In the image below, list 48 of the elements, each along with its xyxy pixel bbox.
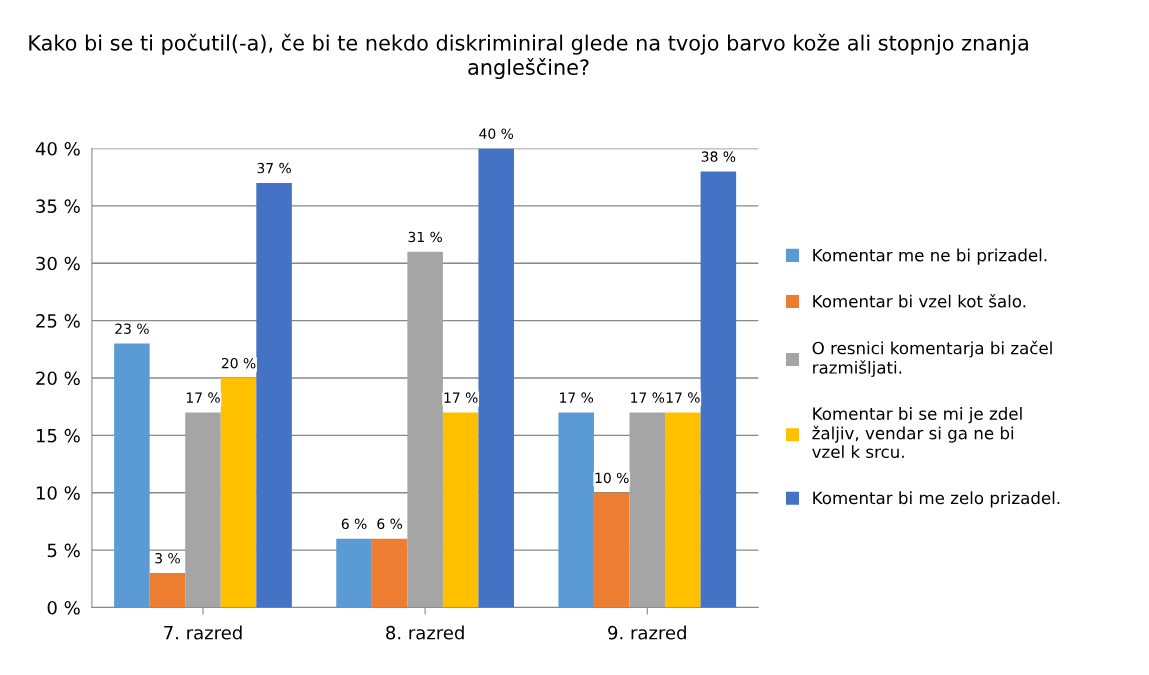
x-tick-label: 7. razred	[164, 625, 242, 640]
bar	[371, 538, 408, 608]
y-tick-label: 40 %	[35, 141, 80, 156]
y-tick-label: 15 %	[36, 428, 80, 443]
legend-label: Komentar bi se mi je zdel žaljiv, vendar si ga ne bi vzel k srcu.	[812, 407, 1022, 459]
bar	[185, 412, 221, 608]
bar	[407, 251, 443, 608]
data-label: 17 %	[560, 392, 594, 403]
y-tick-label: 10 %	[36, 486, 80, 500]
y-tick-label: 5 %	[47, 543, 80, 558]
data-label: 17 %	[666, 392, 700, 403]
bar	[256, 182, 292, 608]
data-label: 23 %	[115, 323, 149, 334]
legend-label: Komentar bi vzel kot šalo.	[813, 294, 1026, 308]
y-tick-label: 0 %	[47, 600, 80, 615]
data-label: 17 %	[186, 392, 220, 403]
bar	[114, 343, 150, 608]
x-tick-label: 9. razred	[608, 625, 686, 640]
bar	[336, 538, 372, 608]
bar	[700, 171, 737, 608]
data-label: 20 %	[221, 357, 256, 369]
bar	[478, 148, 514, 608]
legend-label: O resnici komentarja bi začel razmišljati.	[812, 340, 1052, 378]
data-label: 31 %	[408, 231, 443, 243]
data-label: 37 %	[257, 162, 291, 174]
bar	[558, 412, 594, 608]
data-label: 3 %	[155, 552, 180, 564]
bar	[442, 412, 479, 608]
data-label: 17 %	[444, 392, 478, 403]
bar	[665, 412, 701, 608]
legend-label: Komentar me ne bi prizadel.	[813, 248, 1047, 265]
data-label: 10 %	[595, 472, 629, 484]
bar	[629, 412, 666, 608]
legend-label: Komentar bi me zelo prizadel.	[813, 491, 1060, 508]
x-tick-label: 8. razred	[386, 625, 464, 640]
y-tick-label: 30 %	[36, 256, 80, 271]
bar	[593, 492, 630, 608]
data-label: 40 %	[479, 128, 514, 139]
bar	[149, 573, 186, 608]
bar	[220, 378, 257, 608]
data-label: 38 %	[701, 151, 736, 162]
data-label: 6 %	[341, 518, 367, 530]
data-label: 17 %	[631, 392, 665, 403]
y-tick-label: 20 %	[36, 371, 80, 386]
y-tick-label: 35 %	[36, 199, 80, 213]
y-tick-label: 25 %	[36, 314, 80, 328]
chart-title: Kako bi se ti počutil(-a), če bi te nekdo diskriminiral glede na tvojo barvo kože ali stopnjo znanja angleščine?	[29, 33, 1028, 80]
data-label: 6 %	[377, 518, 403, 530]
